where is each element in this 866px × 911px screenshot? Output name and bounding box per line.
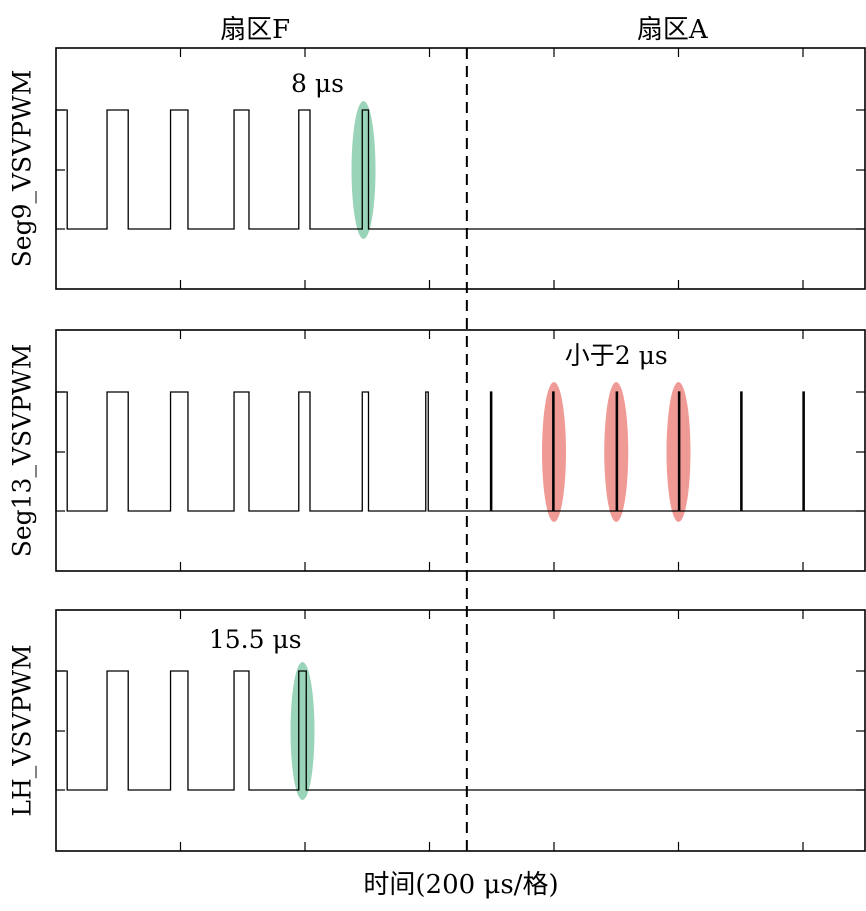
y-axis-label: LH_VSVPWM: [8, 644, 37, 816]
annotation-label: 8 μs: [291, 69, 344, 98]
y-axis-label: Seg9_VSVPWM: [8, 70, 37, 268]
panel-frame: [55, 609, 866, 852]
sector-label: 扇区A: [637, 15, 709, 45]
x-axis-label: 时间(200 μs/格): [363, 870, 558, 900]
pwm-waveform-series: [55, 391, 865, 512]
annotation-label: 小于2 μs: [565, 341, 668, 370]
pwm-waveform-series: [55, 109, 865, 230]
sector-label: 扇区F: [220, 15, 290, 45]
highlight-marker-green: [290, 662, 315, 800]
panel-frame: [55, 47, 866, 290]
y-axis-label: Seg13_VSVPWM: [8, 344, 37, 558]
annotation-label: 15.5 μs: [209, 625, 302, 654]
panel-frame: [55, 329, 866, 572]
pwm-waveform-series: [55, 670, 865, 791]
highlight-marker-green: [351, 101, 376, 239]
